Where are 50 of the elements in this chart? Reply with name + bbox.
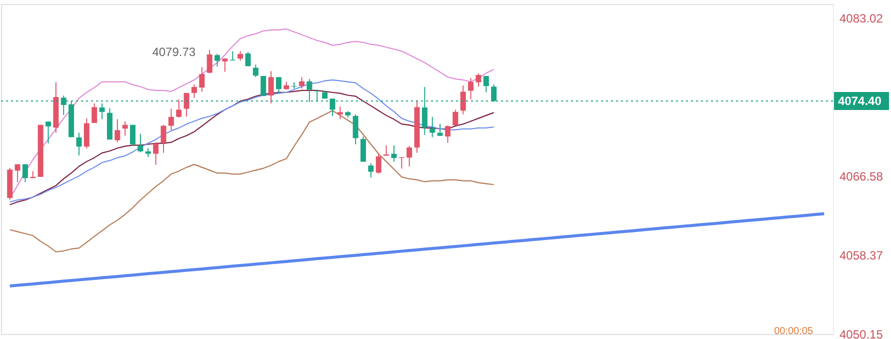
y-tick-label: 4066.58: [840, 170, 884, 184]
candlestick: [276, 76, 282, 94]
ref-line-label: 4074.40: [838, 94, 882, 108]
candlestick: [360, 136, 366, 162]
candlestick: [122, 120, 128, 136]
candlestick: [199, 66, 205, 92]
candlestick: [337, 106, 343, 120]
candlestick: [206, 49, 212, 74]
candlestick: [222, 58, 228, 72]
candlestick: [191, 84, 197, 98]
candlestick: [176, 98, 182, 118]
annotation: 00:00:05: [774, 326, 814, 337]
candlestick: [444, 124, 450, 144]
candlestick: [268, 70, 274, 104]
candlestick: [238, 50, 244, 62]
candlestick: [483, 75, 489, 93]
candlestick: [22, 164, 28, 183]
candlestick: [245, 52, 251, 67]
candlestick: [391, 144, 397, 162]
candlestick: [452, 109, 458, 126]
candlestick: [437, 123, 443, 136]
candlestick: [84, 118, 90, 149]
candlestick: [138, 133, 144, 153]
candlestick: [352, 114, 358, 145]
candlestick: [376, 153, 382, 174]
candlestick: [184, 92, 190, 118]
candlestick: [476, 72, 482, 88]
candlestick: [468, 78, 474, 100]
candlestick: [406, 145, 412, 167]
candlestick: [160, 124, 166, 154]
candlestick: [368, 162, 374, 178]
candlestick: [168, 108, 174, 131]
candlestick: [299, 76, 305, 90]
candlestick: [214, 53, 220, 68]
candlestick: [460, 84, 466, 115]
candlestick: [153, 142, 159, 166]
candlestick: [92, 102, 98, 124]
y-tick-label: 4083.02: [840, 12, 884, 26]
candlestick: [14, 164, 20, 183]
candlestick: [252, 64, 258, 78]
candlestick: [430, 116, 436, 138]
candlestick: [76, 132, 82, 156]
candlestick: [130, 124, 136, 146]
line-series: [8, 212, 826, 288]
y-tick-label: 4058.37: [840, 248, 884, 263]
annotation: 4079.73: [152, 44, 196, 59]
candlestick: [46, 121, 51, 144]
y-tick-label: 4050.15: [840, 328, 884, 339]
candlestick: [114, 118, 120, 143]
candlestick: [99, 102, 105, 120]
